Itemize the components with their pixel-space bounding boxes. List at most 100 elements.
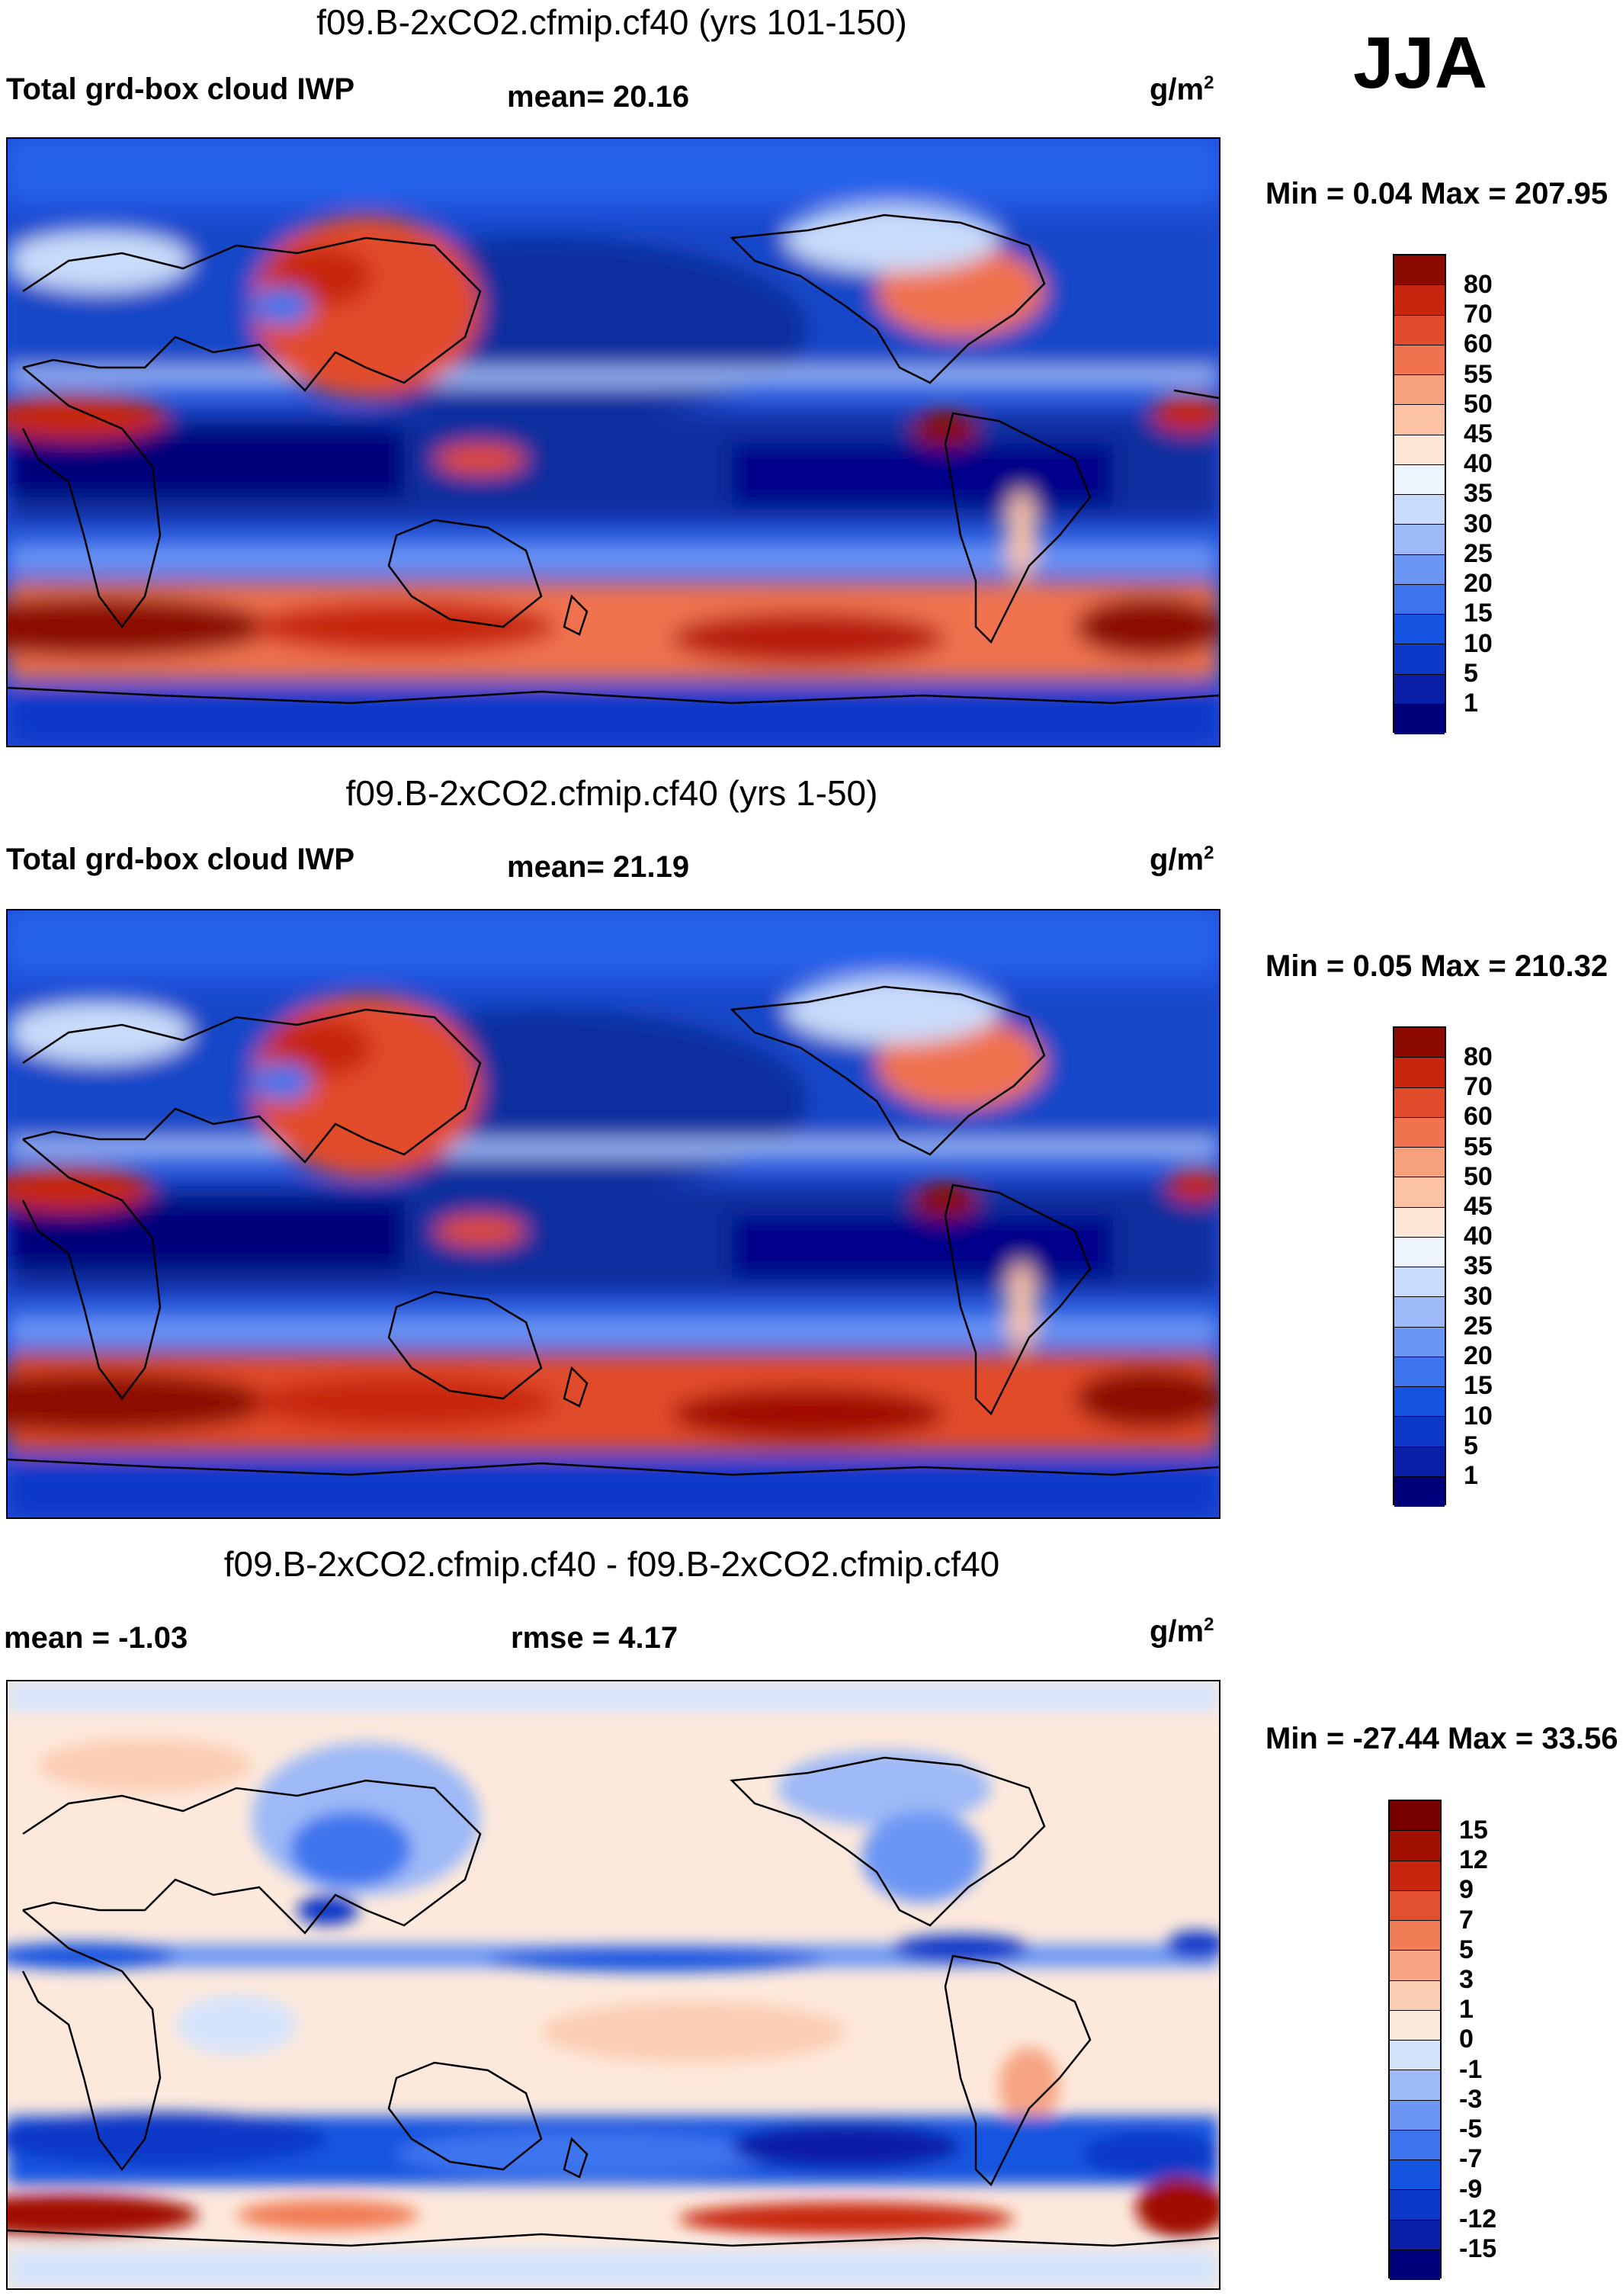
- panel2-colorbar-tick: 55: [1464, 1132, 1493, 1161]
- panel1-colorbar-swatch: [1394, 345, 1445, 375]
- panel1-colorbar-tick: 70: [1464, 300, 1493, 329]
- panel3-colorbar-swatch: [1390, 2010, 1440, 2041]
- panel3-colorbar-tick: 9: [1459, 1875, 1474, 1904]
- panel1-colorbar-swatch: [1394, 405, 1445, 435]
- panel1-colorbar-tick: 10: [1464, 629, 1493, 658]
- panel1-colorbar-tick: 1: [1464, 689, 1478, 718]
- panel1-colorbar-swatch: [1394, 315, 1445, 345]
- panel3-colorbar-tick: 7: [1459, 1906, 1474, 1935]
- panel3-coastlines: [8, 1756, 1219, 2247]
- panel2-colorbar-tick: 5: [1464, 1431, 1478, 1460]
- panel2-colorbar-swatch: [1394, 1177, 1445, 1208]
- panel2-title: f09.B-2xCO2.cfmip.cf40 (yrs 1-50): [345, 773, 878, 813]
- panel2-colorbar-swatch: [1394, 1417, 1445, 1447]
- panel2-colorbar-tick: 15: [1464, 1371, 1493, 1400]
- panel3-colorbar-tick: -1: [1459, 2055, 1483, 2084]
- panel2-coastlines: [8, 985, 1219, 1476]
- panel2-colorbar-swatch: [1394, 1028, 1445, 1058]
- panel1-colorbar-tick: 50: [1464, 390, 1493, 419]
- season-label: JJA: [1353, 22, 1488, 104]
- panel1-colorbar-tick: 45: [1464, 419, 1493, 448]
- panel3-colorbar-tick: 5: [1459, 1935, 1474, 1964]
- panel1-units-exp: 2: [1204, 72, 1214, 93]
- panel1-colorbar-tick: 5: [1464, 659, 1478, 688]
- panel3-colorbar-tick: 1: [1459, 1995, 1474, 2024]
- panel2-colorbar-tick: 30: [1464, 1282, 1493, 1311]
- panel1-colorbar-swatch: [1394, 525, 1445, 555]
- panel2-field: [8, 910, 1219, 1517]
- panel2-colorbar-swatch: [1394, 1058, 1445, 1088]
- panel1-field: [8, 139, 1219, 746]
- panel1-colorbar-swatch: [1394, 584, 1445, 615]
- panel2-colorbar-tick: 45: [1464, 1192, 1493, 1221]
- panel2-colorbar-swatch: [1394, 1117, 1445, 1148]
- panel3-colorbar-swatch: [1390, 1890, 1440, 1921]
- panel1-colorbar-swatch: [1394, 674, 1445, 705]
- panel3-colorbar-tick: 3: [1459, 1965, 1474, 1994]
- panel3-units-exp: 2: [1204, 1614, 1214, 1635]
- panel2-colorbar-swatch: [1394, 1357, 1445, 1387]
- panel3-colorbar-swatch: [1390, 2220, 1440, 2250]
- panel2-colorbar-swatch: [1394, 1476, 1445, 1507]
- panel2-colorbar-tick: 40: [1464, 1222, 1493, 1251]
- panel3-colorbar-tick: -7: [1459, 2144, 1483, 2173]
- panel1-colorbar-swatch: [1394, 375, 1445, 406]
- panel2-units-base: g/m: [1150, 843, 1204, 877]
- panel1-colorbar-tick: 20: [1464, 569, 1493, 598]
- panel1-colorbar-swatch: [1394, 255, 1445, 286]
- panel3-colorbar-tick: 12: [1459, 1845, 1488, 1874]
- panel3-colorbar-swatch: [1390, 1861, 1440, 1891]
- panel1-units: g/m2: [1150, 72, 1214, 107]
- panel2-colorbar-swatch: [1394, 1237, 1445, 1267]
- panel1-colorbar-tick: 35: [1464, 479, 1493, 508]
- panel3-map: [6, 1680, 1220, 2290]
- panel3-colorbar-swatch: [1390, 2130, 1440, 2160]
- panel1-coastlines: [8, 214, 1219, 705]
- panel2-colorbar-swatch: [1394, 1267, 1445, 1298]
- panel3-colorbar-swatch: [1390, 1980, 1440, 2011]
- panel1-colorbar-swatch: [1394, 285, 1445, 316]
- panel2-units-exp: 2: [1204, 843, 1214, 863]
- panel1-colorbar-swatch: [1394, 554, 1445, 585]
- panel3-colorbar-swatch: [1390, 2100, 1440, 2131]
- panel3-colorbar-tick: -12: [1459, 2204, 1497, 2233]
- panel1-colorbar-tick: 40: [1464, 449, 1493, 478]
- panel3-rmse-label: rmse = 4.17: [511, 1621, 678, 1655]
- panel1-colorbar: [1393, 254, 1446, 734]
- panel2-colorbar-tick: 1: [1464, 1461, 1478, 1490]
- panel2-mean-label: mean= 21.19: [507, 850, 690, 884]
- panel2-colorbar-swatch: [1394, 1297, 1445, 1328]
- panel3-colorbar-swatch: [1390, 1951, 1440, 1981]
- panel2-colorbar-swatch: [1394, 1148, 1445, 1178]
- panel3-units: g/m2: [1150, 1614, 1214, 1649]
- panel1-title: f09.B-2xCO2.cfmip.cf40 (yrs 101-150): [316, 2, 907, 42]
- panel1-variable-label: Total grd-box cloud IWP: [6, 72, 354, 106]
- panel1-colorbar-tick: 55: [1464, 360, 1493, 389]
- panel3-colorbar-tick: -3: [1459, 2085, 1483, 2114]
- panel3-colorbar-swatch: [1390, 2190, 1440, 2221]
- panel1-colorbar-swatch: [1394, 704, 1445, 734]
- panel1-mean-label: mean= 20.16: [507, 80, 690, 114]
- panel3-colorbar-swatch: [1390, 2160, 1440, 2191]
- panel3-field: [8, 1681, 1219, 2288]
- panel1-colorbar-tick: 80: [1464, 270, 1493, 299]
- panel1-minmax: Min = 0.04 Max = 207.95: [1265, 177, 1609, 210]
- panel3-colorbar-swatch: [1390, 1831, 1440, 1861]
- panel1-colorbar-tick: 30: [1464, 509, 1493, 538]
- panel3-units-base: g/m: [1150, 1614, 1204, 1649]
- panel3-mean-label: mean = -1.03: [4, 1621, 188, 1655]
- panel1-colorbar-swatch: [1394, 644, 1445, 675]
- panel1-colorbar-swatch: [1394, 615, 1445, 645]
- panel1-colorbar-swatch: [1394, 464, 1445, 495]
- panel2-colorbar-tick: 35: [1464, 1251, 1493, 1280]
- panel3-colorbar-tick: -15: [1459, 2234, 1497, 2263]
- panel1-units-base: g/m: [1150, 72, 1204, 107]
- panel2-colorbar-tick: 80: [1464, 1042, 1493, 1071]
- panel2-map: [6, 909, 1220, 1519]
- panel3-colorbar-swatch: [1390, 1921, 1440, 1951]
- panel3-title: f09.B-2xCO2.cfmip.cf40 - f09.B-2xCO2.cfm…: [223, 1544, 1000, 1584]
- panel3-colorbar-tick: 0: [1459, 2025, 1474, 2054]
- panel2-minmax: Min = 0.05 Max = 210.32: [1265, 949, 1609, 983]
- panel3-colorbar-tick: -9: [1459, 2175, 1483, 2204]
- panel2-colorbar-tick: 70: [1464, 1072, 1493, 1101]
